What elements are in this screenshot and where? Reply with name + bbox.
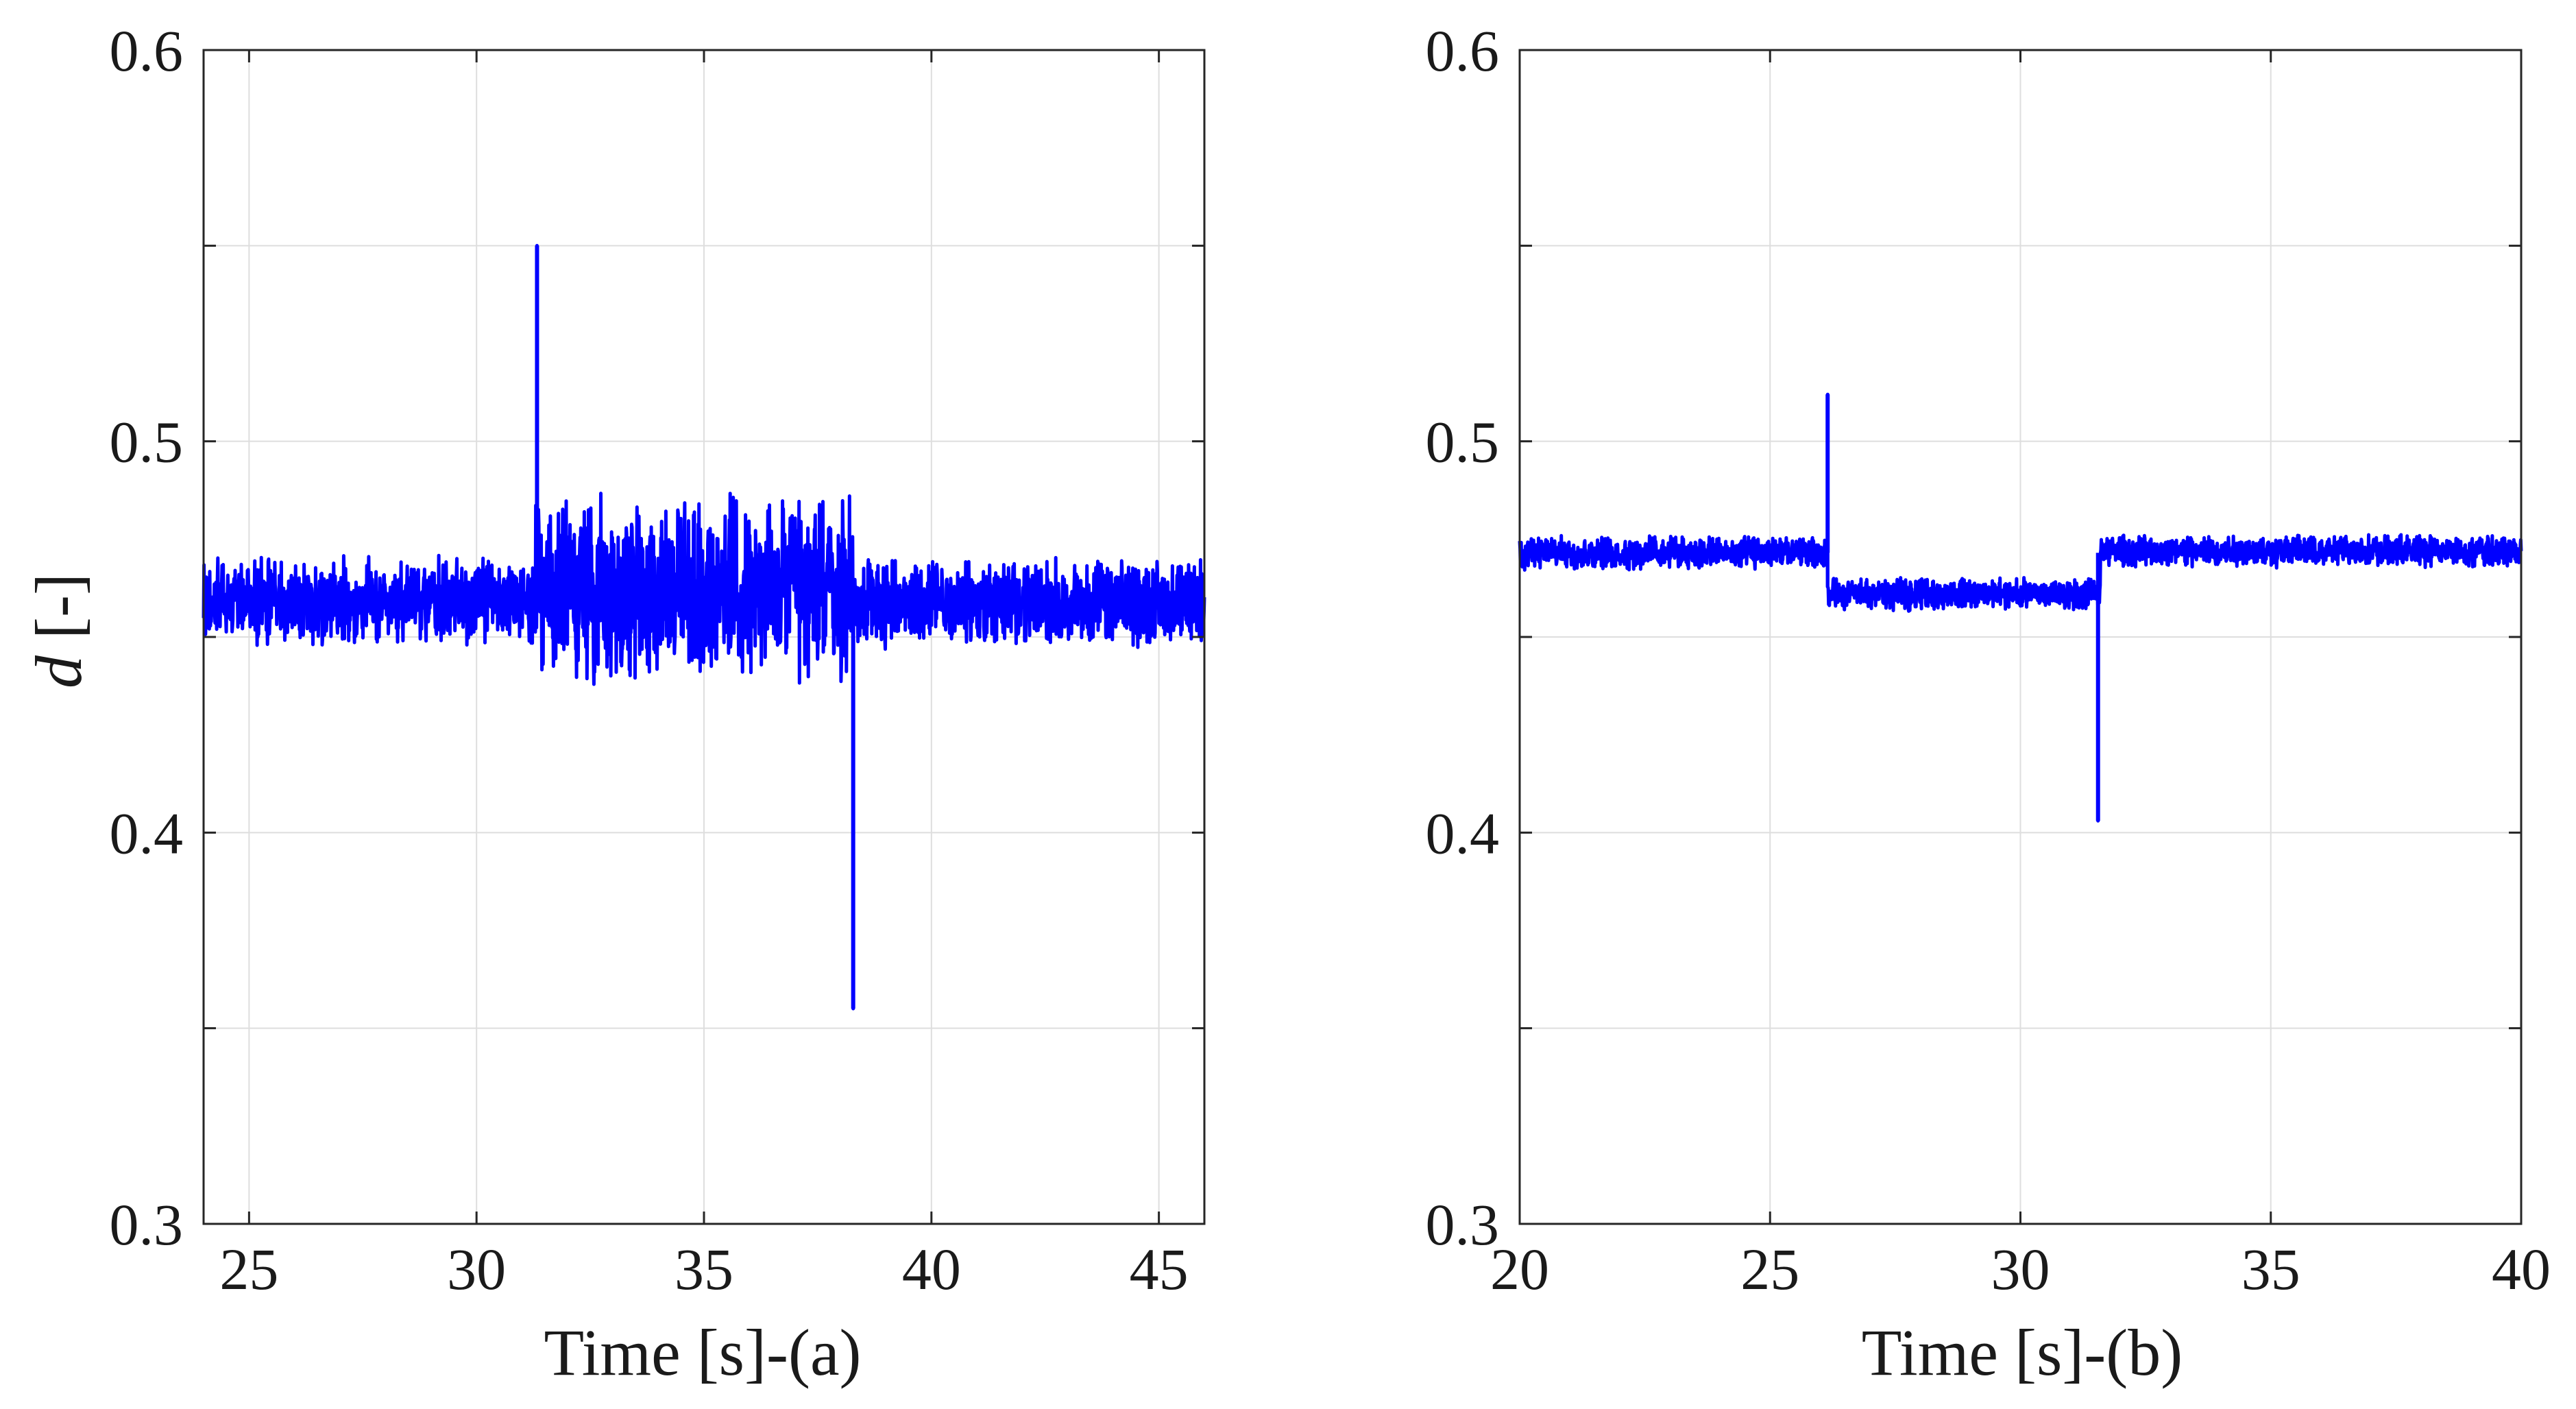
panel-b-x-tick-label: 25 (1740, 1236, 1799, 1302)
panel-b-x-tick-label: 30 (1991, 1236, 2050, 1302)
panel-a-x-ticks: 25 30 35 40 45 (219, 50, 1189, 1302)
panel-a-series-line (202, 243, 1206, 1011)
panel-a-y-tick-label: 0.3 (110, 1192, 184, 1257)
panel-a-x-tick-label: 30 (447, 1236, 506, 1302)
y-axis-unit: [-] (22, 573, 95, 655)
panel-b-x-tick-label: 40 (2492, 1236, 2551, 1302)
panel-a-x-tick-label: 25 (219, 1236, 278, 1302)
y-axis-variable: d (22, 655, 95, 688)
panel-b: 0.3 0.4 0.5 0.6 20 25 30 35 40 Time [s]-(b) (1426, 18, 2551, 1389)
panel-a-y-ticks: 0.3 0.4 0.5 0.6 (110, 18, 1204, 1257)
panel-b-series (1518, 392, 2523, 823)
panel-b-y-ticks: 0.3 0.4 0.5 0.6 (1426, 18, 2521, 1257)
panel-a-x-tick-label: 35 (675, 1236, 733, 1302)
panel-b-y-tick-label: 0.6 (1426, 18, 1500, 84)
panel-a-y-tick-label: 0.5 (110, 409, 184, 475)
panel-a-y-axis-label: d [-] (22, 573, 95, 688)
panel-a-y-tick-label: 0.4 (110, 800, 184, 866)
panel-b-x-ticks: 20 25 30 35 40 (1490, 50, 2551, 1302)
panel-b-series-line (1518, 392, 2523, 823)
panel-b-x-tick-label: 35 (2241, 1236, 2300, 1302)
panel-a-y-tick-label: 0.6 (110, 18, 184, 84)
panel-a-series (202, 243, 1206, 1011)
panel-b-x-tick-label: 20 (1490, 1236, 1549, 1302)
panel-a-x-axis-label: Time [s]-(a) (544, 1316, 861, 1389)
panel-a-x-tick-label: 40 (902, 1236, 961, 1302)
panel-a: 0.3 0.4 0.5 0.6 25 30 35 40 45 Time [s]-(a) d [… (22, 18, 1206, 1389)
panel-b-y-tick-label: 0.4 (1426, 800, 1500, 866)
panel-b-y-tick-label: 0.3 (1426, 1192, 1500, 1257)
panel-b-y-tick-label: 0.5 (1426, 409, 1500, 475)
panel-b-x-axis-label: Time [s]-(b) (1862, 1316, 2183, 1389)
panel-a-x-tick-label: 45 (1130, 1236, 1189, 1302)
